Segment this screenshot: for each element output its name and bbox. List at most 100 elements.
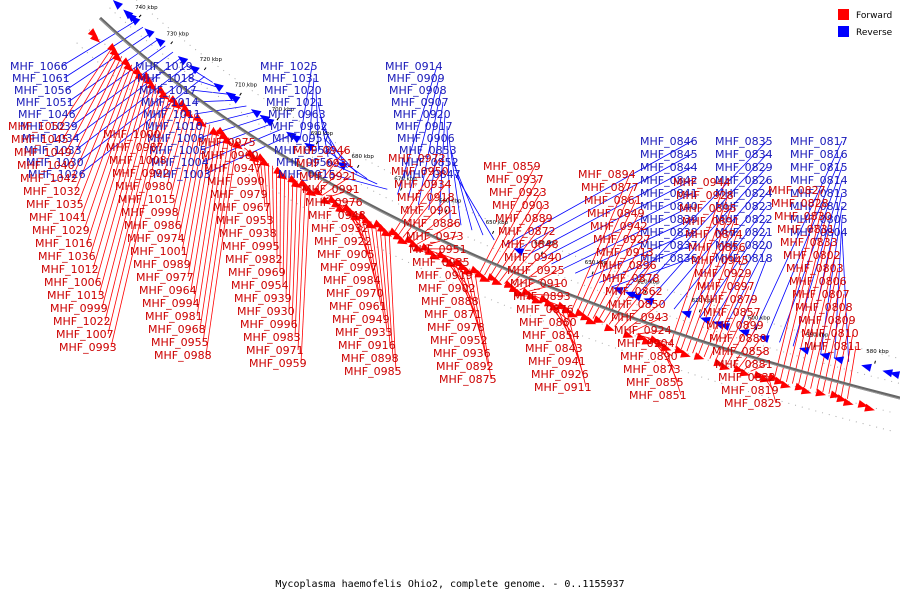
legend-forward-label: Forward (856, 11, 892, 21)
label-leader (110, 95, 170, 348)
label-leader (563, 205, 693, 270)
reverse-gene-label: MHF_1061 (12, 72, 70, 85)
label-leader (59, 47, 113, 127)
label-leader (519, 269, 560, 291)
forward-gene-label: MHF_0858 (712, 345, 770, 358)
reverse-gene-label: MHF_1030 (26, 156, 84, 169)
label-leader-lines (59, 20, 857, 404)
forward-gene-label: MHF_0916 (338, 339, 396, 352)
reverse-gene-arrow (286, 131, 297, 141)
reverse-gene-label: MHF_1033 (24, 144, 82, 157)
forward-gene-label: MHF_0893 (513, 290, 571, 303)
label-leader (315, 89, 319, 152)
reverse-gene-arrow (861, 363, 872, 372)
forward-gene-label: MHF_0928 (676, 189, 734, 202)
reverse-gene-label: MHF_0805 (790, 213, 848, 226)
genome-backbone-shadow (99, 18, 900, 400)
label-leader (407, 196, 450, 240)
label-leader (74, 61, 129, 192)
forward-gene-label: MHF_0859 (483, 160, 541, 173)
reverse-gene-label: MHF_1019 (135, 60, 193, 73)
label-leader (804, 254, 836, 388)
forward-gene-label: MHF_0976 (305, 196, 363, 209)
tick-label: 730 kbp (166, 31, 189, 37)
reverse-gene-label: MHF_1026 (28, 168, 86, 181)
label-leader (69, 45, 166, 115)
tick-mark (698, 309, 701, 313)
forward-gene-label: MHF_0973 (406, 230, 464, 243)
label-leader (792, 228, 830, 384)
forward-gene-label: MHF_1035 (26, 198, 84, 211)
reverse-gene-label: MHF_1034 (22, 132, 80, 145)
forward-gene-label: MHF_0944 (673, 176, 731, 189)
reverse-gene-arrow (799, 347, 810, 355)
reverse-gene-arrow (713, 321, 724, 329)
reverse-gene-label: MHF_1020 (264, 84, 322, 97)
label-leader (294, 182, 302, 338)
tick-mark (203, 67, 207, 71)
label-leader (166, 108, 188, 187)
label-leader (430, 250, 465, 263)
reverse-gene-arrow (290, 134, 302, 144)
label-leader (699, 218, 768, 318)
label-leader (669, 181, 726, 346)
forward-gene-label: MHF_0954 (231, 279, 289, 292)
tick-label: 590 kbp (806, 333, 829, 339)
label-leader (798, 241, 833, 386)
forward-gene-label: MHF_0949 (332, 313, 390, 326)
forward-gene-label: MHF_0961 (329, 300, 387, 313)
forward-gene-arrow (719, 362, 731, 371)
forward-gene-label: MHF_0970 (326, 287, 384, 300)
forward-gene-label: MHF_0969 (228, 266, 286, 279)
forward-gene-label: MHF_0899 (706, 319, 764, 332)
reverse-gene-label: MHF_1046 (18, 108, 76, 121)
forward-gene-label: MHF_0994 (142, 297, 200, 310)
forward-gene-label: MHF_0948 (308, 209, 366, 222)
reverse-gene-label: MHF_0840 (640, 200, 698, 213)
label-leader (575, 218, 693, 274)
label-leader (587, 212, 640, 317)
forward-gene-arrow (259, 157, 270, 167)
forward-gene-label: MHF_0997 (320, 261, 378, 274)
tick-label: 740 kbp (135, 5, 158, 11)
reverse-gene-label: MHF_0914 (385, 60, 443, 73)
forward-gene-arrow (693, 352, 705, 360)
forward-gene-arrow (842, 398, 854, 406)
forward-gene-arrow (209, 127, 220, 137)
forward-gene-label: MHF_0891 (682, 215, 740, 228)
label-leader (319, 113, 339, 163)
label-leader (61, 20, 137, 67)
reverse-gene-label: MHF_0845 (640, 148, 698, 161)
reverse-gene-label: MHF_0824 (715, 187, 773, 200)
reverse-gene-arrow (739, 329, 750, 337)
label-leader (636, 329, 667, 335)
forward-gene-label: MHF_0942 (590, 220, 648, 233)
label-leader (614, 277, 655, 327)
forward-gene-label: MHF_0919 (415, 269, 473, 282)
reverse-gene-arrow (189, 65, 200, 75)
tick-label: 580 kbp (866, 349, 889, 355)
forward-gene-label: MHF_0987 (106, 141, 164, 154)
label-leader (200, 123, 273, 151)
tick-mark (445, 209, 448, 213)
label-leader (65, 33, 151, 91)
forward-gene-label: MHF_0978 (427, 321, 485, 334)
legend-forward: Forward (838, 9, 892, 21)
tick-mark (813, 344, 816, 348)
label-leader (560, 306, 584, 375)
forward-gene-label: MHF_0986 (124, 219, 182, 232)
label-leader (272, 165, 275, 247)
reverse-gene-label: MHF_1010 (145, 120, 203, 133)
label-leader (172, 113, 196, 213)
label-leader (188, 77, 222, 89)
forward-gene-label: MHF_0896 (599, 259, 657, 272)
label-leader (186, 65, 213, 83)
label-leader (297, 185, 306, 351)
forward-gene-label: MHF_0939 (234, 292, 292, 305)
label-leader (459, 264, 483, 341)
reverse-gene-label: MHF_0835 (715, 135, 773, 148)
label-leader (697, 246, 741, 356)
forward-gene-arrow (739, 368, 751, 377)
forward-gene-label: MHF_0937 (486, 173, 544, 186)
forward-gene-label: MHF_0892 (436, 360, 494, 373)
